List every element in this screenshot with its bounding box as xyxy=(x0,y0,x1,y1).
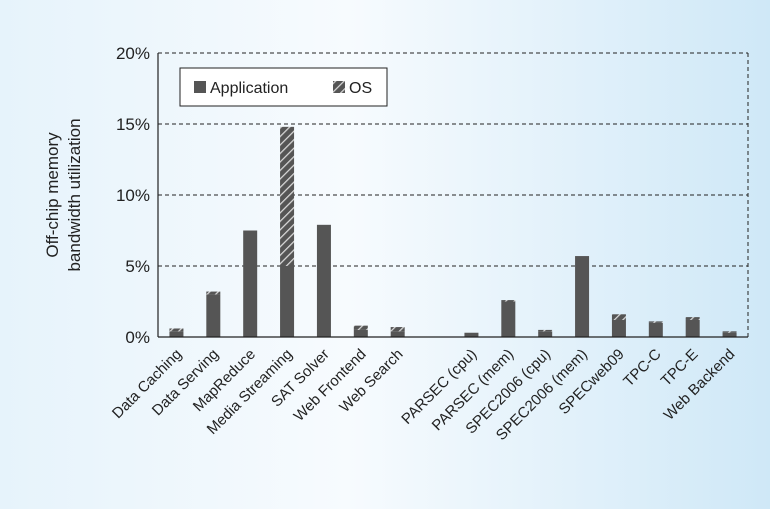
bar-os-3 xyxy=(280,126,295,266)
bar-os-15 xyxy=(722,331,737,333)
y-axis-label-line1: Off-chip memory xyxy=(43,132,62,258)
y-axis-label-line2: bandwidth utilization xyxy=(65,118,84,271)
bar-application-5 xyxy=(353,329,368,337)
y-tick-label-10: 10% xyxy=(116,186,150,205)
y-tick-label-0: 0% xyxy=(125,328,150,347)
bar-application-13 xyxy=(648,322,663,337)
bar-application-10 xyxy=(538,331,553,337)
legend-swatch-os xyxy=(333,81,345,93)
bars xyxy=(169,126,737,337)
legend-label-application: Application xyxy=(210,80,288,97)
bar-os-10 xyxy=(538,329,553,332)
bar-application-15 xyxy=(722,332,737,337)
bar-application-14 xyxy=(685,319,700,337)
legend-label-os: OS xyxy=(349,80,372,97)
bar-application-6 xyxy=(390,331,405,337)
y-tick-label-15: 15% xyxy=(116,115,150,134)
bar-os-1 xyxy=(206,291,221,295)
legend: Application OS xyxy=(179,67,388,107)
bar-os-5 xyxy=(353,325,368,330)
bar-application-4 xyxy=(316,224,331,337)
bar-os-14 xyxy=(685,317,700,320)
bar-application-12 xyxy=(611,319,626,337)
legend-box xyxy=(179,67,388,107)
y-tick-label-20: 20% xyxy=(116,44,150,63)
bar-os-12 xyxy=(611,314,626,320)
bar-os-0 xyxy=(169,328,184,332)
y-tick-label-5: 5% xyxy=(125,257,150,276)
bar-application-8 xyxy=(464,332,479,337)
bar-application-2 xyxy=(243,230,258,337)
bar-application-11 xyxy=(575,256,590,337)
bar-os-9 xyxy=(501,300,516,302)
bar-application-3 xyxy=(280,266,295,337)
bar-os-13 xyxy=(648,321,663,323)
bar-application-9 xyxy=(501,301,516,337)
x-tick-label-13: TPC-C xyxy=(620,346,665,391)
legend-swatch-application xyxy=(194,81,206,93)
bar-os-6 xyxy=(390,327,405,332)
bar-application-1 xyxy=(206,294,221,337)
bar-application-0 xyxy=(169,331,184,337)
